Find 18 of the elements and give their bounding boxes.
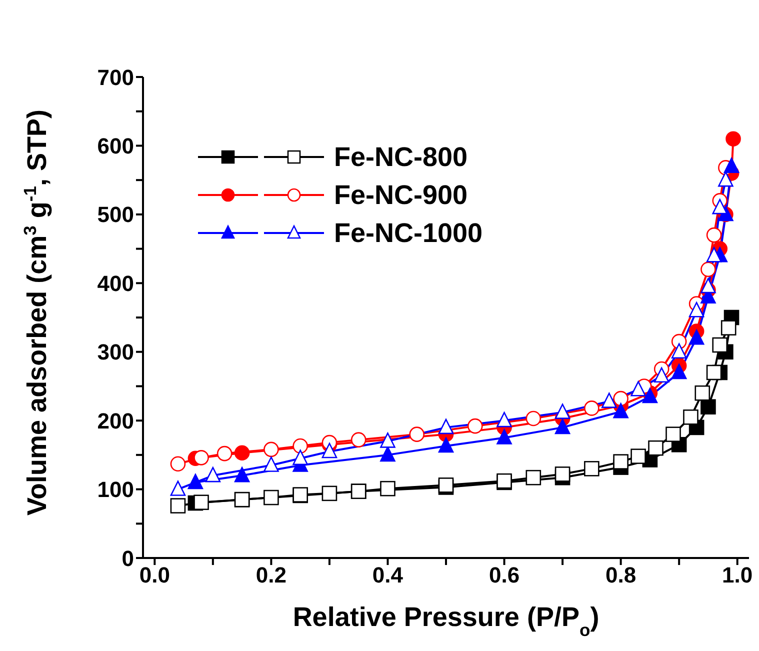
y-tick-label: 300	[97, 340, 134, 365]
y-tick-label: 400	[97, 270, 134, 296]
x-tick-label: 0.2	[256, 562, 286, 588]
y-tick-label: 100	[97, 477, 134, 502]
y-tick-label: 700	[97, 64, 134, 90]
y-tick-label: 600	[97, 134, 134, 159]
legend-label: Fe-NC-800	[334, 142, 468, 172]
x-tick-label: 0.6	[488, 562, 520, 588]
y-tick-label: 0	[122, 546, 134, 571]
x-axis-title: Relative Pressure (P/P$_{o}$)	[292, 602, 600, 640]
y-tick-label: 500	[97, 202, 134, 228]
x-tick-label: 0.8	[606, 562, 636, 588]
y-tick-label: 200	[97, 408, 134, 434]
x-tick-label: 1.0	[722, 562, 753, 588]
legend-label: Fe-NC-1000	[334, 218, 483, 248]
legend-label: Fe-NC-900	[334, 180, 468, 210]
x-tick-label: 0.4	[372, 562, 404, 588]
x-tick-label: 0.0	[139, 562, 170, 588]
